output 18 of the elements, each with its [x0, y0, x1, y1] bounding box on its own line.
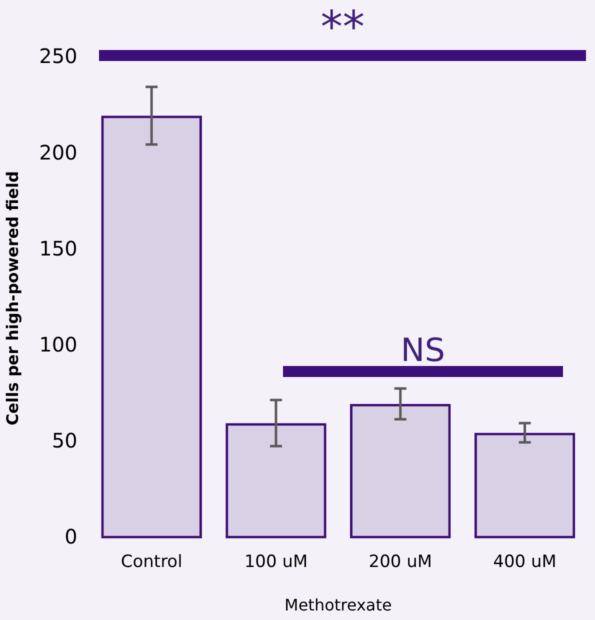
- y-tick-label: 150: [39, 236, 78, 260]
- y-tick-label: 50: [52, 428, 78, 453]
- bar: [350, 404, 451, 538]
- y-tick-label: 0: [64, 524, 78, 549]
- y-tick-label: 250: [39, 44, 78, 68]
- bar: [226, 423, 326, 538]
- x-tick-label: 400 uM: [493, 552, 556, 572]
- y-tick-label: 200: [39, 140, 78, 164]
- y-tick-label: 100: [39, 332, 78, 356]
- x-tick-label: Control: [120, 552, 182, 572]
- bar: [474, 432, 576, 538]
- bar: [101, 116, 202, 538]
- annotation: NS: [400, 330, 446, 370]
- y-axis-title: Cells per high-powered field: [2, 171, 22, 426]
- x-tick-label: 200 uM: [368, 552, 432, 572]
- x-tick-label: 100 uM: [244, 552, 308, 572]
- x-axis-title: Methotrexate: [284, 596, 392, 615]
- text: **: [320, 2, 366, 54]
